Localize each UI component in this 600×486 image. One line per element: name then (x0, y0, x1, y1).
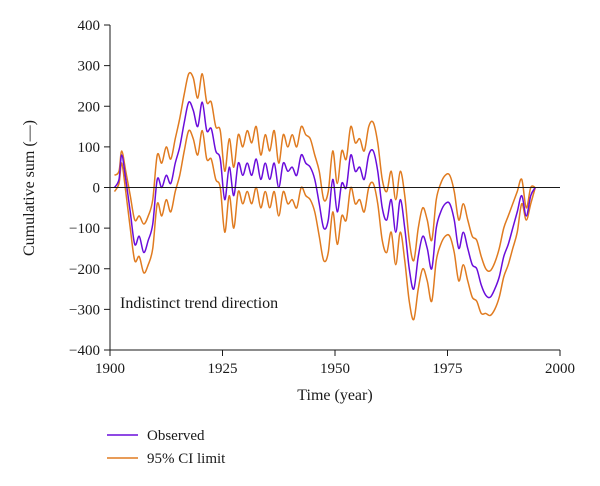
trend-annotation: Indistinct trend direction (120, 295, 278, 312)
y-tick-label: 400 (78, 18, 101, 34)
y-tick-label: −400 (69, 343, 100, 359)
x-tick-label: 2000 (545, 361, 575, 377)
x-axis-label: Time (year) (297, 387, 372, 404)
ticks (104, 24, 561, 356)
series-line-ci-upper (114, 71, 536, 272)
y-tick-label: −200 (69, 262, 100, 278)
x-tick-label: 1925 (208, 361, 238, 377)
tick-labels: 1900 1925 1950 1975 2000 400 300 200 100 0 −100 −20… (69, 18, 575, 377)
x-tick-label: 1950 (320, 361, 350, 377)
y-tick-label: −300 (69, 302, 100, 318)
x-tick-label: 1975 (433, 361, 463, 377)
series-line-observed (113, 101, 536, 299)
y-tick-label: 200 (78, 99, 101, 115)
series-line-ci-lower (113, 129, 536, 321)
plot-lines (113, 71, 536, 321)
legend-label-observed: Observed (147, 428, 205, 444)
y-tick-label: 300 (78, 59, 101, 75)
y-tick-label: −100 (69, 221, 100, 237)
y-tick-label: 100 (78, 140, 101, 156)
y-tick-label: 0 (93, 181, 101, 197)
y-axis-label: Cumulative sum (—) (21, 120, 38, 256)
legend: Observed 95% CI limit (107, 428, 226, 467)
x-tick-label: 1900 (95, 361, 125, 377)
legend-label-ci: 95% CI limit (147, 451, 226, 467)
